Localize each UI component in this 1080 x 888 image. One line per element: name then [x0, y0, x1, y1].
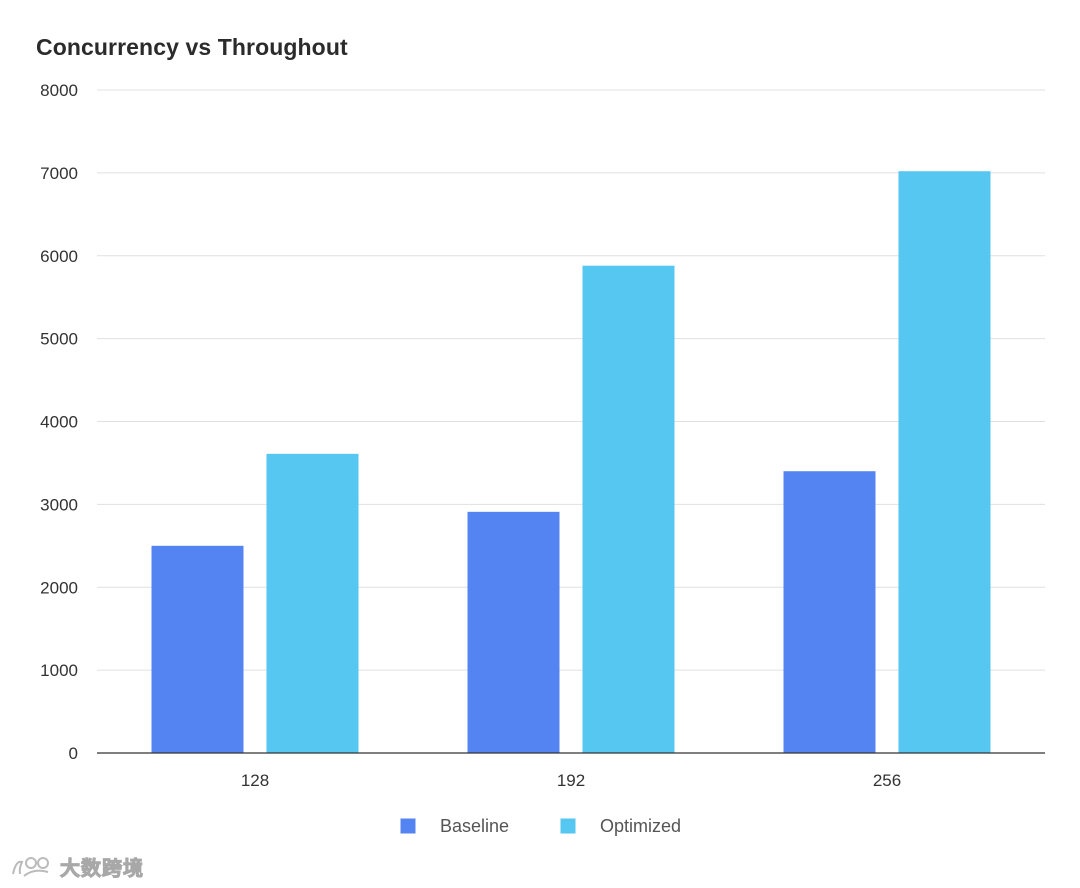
- gridlines: [97, 89, 1045, 671]
- y-tick-label: 8000: [40, 81, 78, 100]
- bar-baseline-256: [783, 471, 876, 753]
- bar-optimized-128: [266, 453, 359, 753]
- chart-title: Concurrency vs Throughout: [36, 34, 348, 60]
- x-tick-label: 256: [873, 771, 901, 790]
- y-tick-label: 4000: [40, 413, 78, 432]
- bars: [151, 171, 991, 753]
- legend-swatch-baseline: [399, 817, 417, 835]
- bar-optimized-192: [582, 265, 675, 753]
- bar-optimized-256: [898, 171, 991, 753]
- y-tick-label: 3000: [40, 495, 78, 514]
- x-tick-label: 128: [241, 771, 269, 790]
- y-tick-label: 6000: [40, 247, 78, 266]
- y-tick-label: 2000: [40, 578, 78, 597]
- y-axis-ticks: 0 1000 2000 3000 4000 5000 6000 7000 8000: [40, 81, 78, 763]
- y-tick-label: 5000: [40, 330, 78, 349]
- bar-baseline-128: [151, 545, 244, 753]
- watermark-text: 大数跨境: [60, 856, 144, 881]
- y-tick-label: 0: [69, 744, 78, 763]
- x-axis: 128 192 256: [97, 752, 1045, 790]
- watermark: 大数跨境: [10, 852, 144, 881]
- y-tick-label: 7000: [40, 164, 78, 183]
- legend-swatch-optimized: [559, 817, 577, 835]
- legend-label-optimized: Optimized: [600, 816, 681, 836]
- brand-logo-icon: [12, 856, 49, 877]
- bar-baseline-192: [467, 511, 560, 753]
- legend: Baseline Optimized: [399, 816, 681, 836]
- y-tick-label: 1000: [40, 661, 78, 680]
- legend-label-baseline: Baseline: [440, 816, 509, 836]
- x-tick-label: 192: [557, 771, 585, 790]
